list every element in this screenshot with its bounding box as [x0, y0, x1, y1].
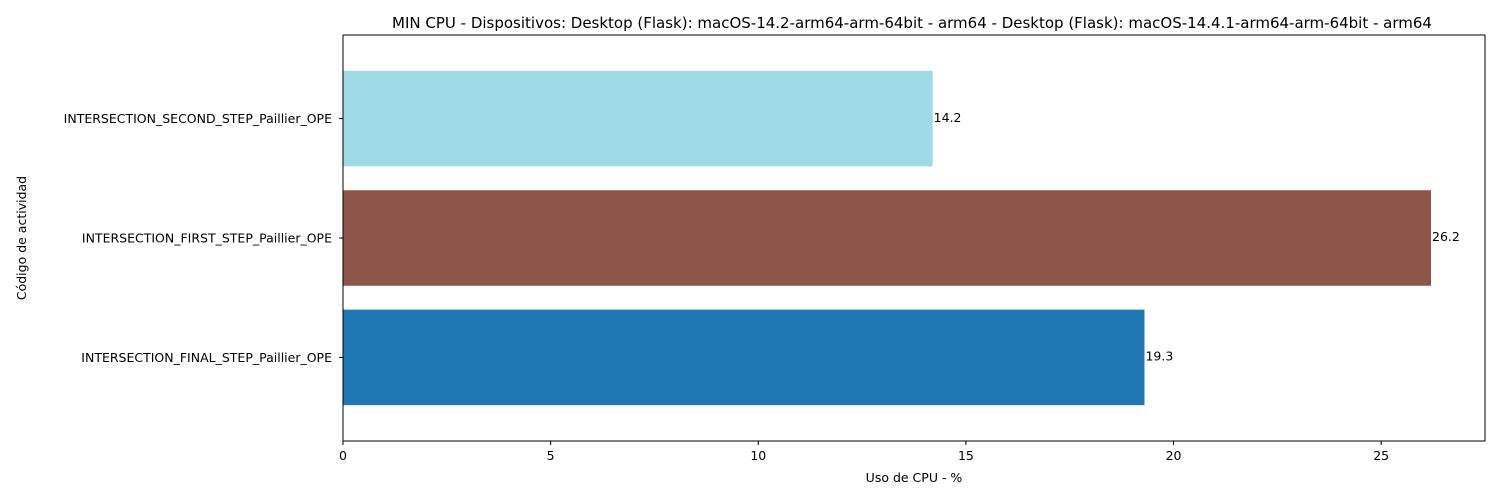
bars-group [343, 70, 1432, 406]
x-tick-label-3: 10 [750, 448, 766, 463]
chart-title: MIN CPU - Dispositivos: Desktop (Flask):… [392, 14, 1432, 32]
plot-frame [342, 34, 1486, 442]
bar-2 [343, 190, 1432, 286]
y-axis-ticks: INTERSECTION_FINAL_STEP_Paillier_OPE INTE… [64, 111, 343, 365]
y-tick-label-2: INTERSECTION_FIRST_STEP_Paillier_OPE [82, 231, 332, 246]
y-tick-label-3: INTERSECTION_SECOND_STEP_Paillier_OPE [64, 111, 332, 126]
bar-value-label-3: 14.2 [934, 110, 962, 125]
x-axis-label: Uso de CPU - % [866, 470, 963, 485]
x-tick-label-4: 15 [958, 448, 974, 463]
bar-1 [343, 309, 1145, 406]
x-tick-label-5: 20 [1166, 448, 1182, 463]
bar-3 [343, 70, 933, 167]
y-axis-label: Código de actividad [14, 176, 29, 300]
x-tick-label-6: 25 [1373, 448, 1389, 463]
bar-value-label-1: 19.3 [1145, 349, 1173, 364]
x-axis-ticks: 0 5 10 15 20 25 [339, 441, 1389, 463]
bar-value-label-2: 26.2 [1432, 229, 1460, 244]
value-labels-group: 19.3 26.2 14.2 [934, 110, 1460, 364]
x-tick-label-2: 5 [547, 448, 555, 463]
y-tick-label-1: INTERSECTION_FINAL_STEP_Paillier_OPE [81, 350, 332, 365]
x-tick-label-1: 0 [339, 448, 347, 463]
